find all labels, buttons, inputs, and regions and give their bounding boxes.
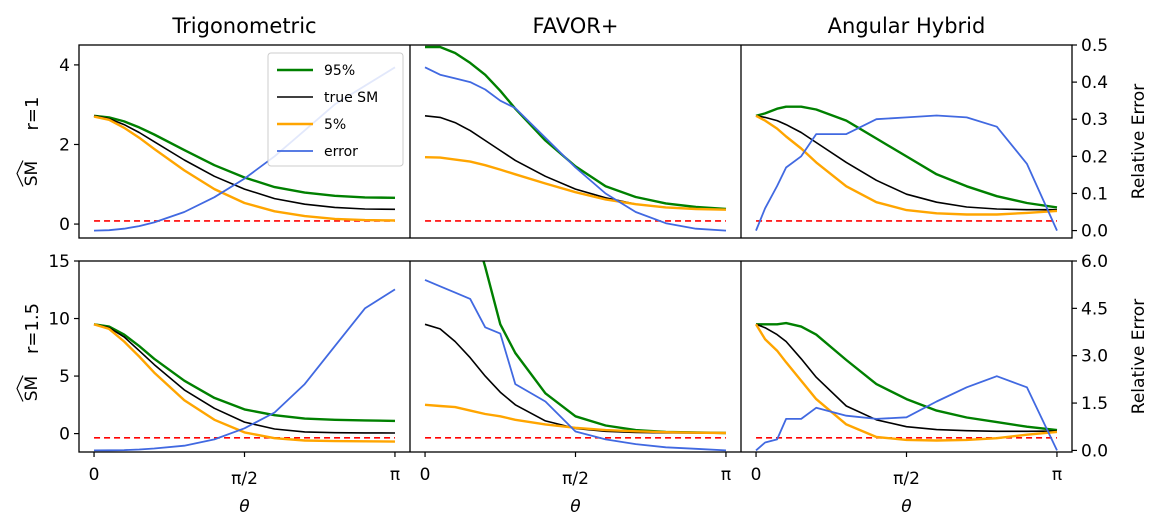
panel-1-2 bbox=[754, 321, 1058, 452]
x-tick-label: 0 bbox=[420, 465, 431, 485]
y-tick-label: 4 bbox=[59, 56, 70, 76]
panel-1-1 bbox=[424, 261, 727, 452]
series-q05-line bbox=[754, 323, 1058, 442]
column-title: Angular Hybrid bbox=[828, 14, 986, 38]
axes-frame bbox=[78, 260, 1073, 453]
err-y-tick-label: 0.3 bbox=[1081, 110, 1108, 130]
series-true-line bbox=[755, 323, 1058, 433]
series-q05-line bbox=[93, 115, 396, 222]
y-axis-label: SM bbox=[22, 161, 42, 186]
legend-label: true SM bbox=[324, 90, 378, 106]
series-q95-line bbox=[425, 45, 727, 211]
series-true-line bbox=[755, 115, 1057, 211]
right-y-axis-label: Relative Error bbox=[1129, 299, 1149, 414]
axes-frame bbox=[78, 44, 1073, 239]
series-q05-line bbox=[424, 403, 727, 435]
x-tick-label: π bbox=[390, 465, 400, 485]
y-axis-label: SM bbox=[22, 376, 42, 401]
labels-layer: Trigonometric FAVOR+ Angular Hybrid 0 2 4 0.0 0… bbox=[16, 14, 1149, 517]
err-y-tick-label: 0.2 bbox=[1081, 147, 1108, 167]
series-q95-line bbox=[482, 261, 727, 435]
legend-box bbox=[267, 52, 404, 167]
err-y-tick-label: 0.1 bbox=[1081, 184, 1108, 204]
series-error-line bbox=[93, 288, 396, 452]
err-y-tick-label: 0.4 bbox=[1081, 73, 1108, 93]
hat-accent bbox=[16, 375, 24, 402]
legend-label: 5% bbox=[324, 117, 346, 133]
series-q05-line bbox=[424, 156, 727, 211]
column-title: FAVOR+ bbox=[533, 14, 619, 38]
series-q05-line bbox=[755, 114, 1058, 216]
x-tick-label: 0 bbox=[89, 465, 100, 485]
y-tick-label: 15 bbox=[48, 252, 70, 272]
x-axis-label: θ bbox=[570, 497, 581, 517]
panel-0-0 bbox=[93, 66, 396, 232]
series-error-line bbox=[424, 66, 727, 232]
x-tick-label: π bbox=[1052, 465, 1062, 485]
column-title: Trigonometric bbox=[171, 14, 316, 38]
right-y-axis-label: Relative Error bbox=[1129, 84, 1149, 199]
y-tick-label: 10 bbox=[48, 310, 70, 330]
panel-0-1 bbox=[424, 45, 727, 232]
err-y-tick-label: 3.0 bbox=[1081, 347, 1108, 367]
err-y-tick-label: 0.0 bbox=[1081, 441, 1108, 461]
series-error-line bbox=[755, 375, 1058, 452]
err-y-tick-label: 6.0 bbox=[1081, 252, 1108, 272]
y-tick-label: 0 bbox=[59, 425, 70, 445]
y-tick-label: 2 bbox=[59, 135, 70, 155]
x-tick-label: π/2 bbox=[231, 469, 258, 489]
series-true-line bbox=[93, 323, 396, 434]
legend-label: 95% bbox=[324, 63, 355, 79]
legend: 95% true SM 5% error bbox=[267, 52, 404, 167]
plot-lines-layer bbox=[93, 45, 1058, 452]
y-tick-label: 5 bbox=[59, 367, 70, 387]
panel-0-2 bbox=[755, 105, 1058, 231]
row-label: r=1.5 bbox=[22, 303, 43, 354]
series-true-line bbox=[93, 115, 396, 211]
err-y-tick-label: 0.5 bbox=[1081, 36, 1108, 56]
series-q95-line bbox=[93, 114, 396, 199]
x-axis-label: θ bbox=[901, 497, 912, 517]
hat-accent bbox=[16, 160, 24, 187]
series-q95-line bbox=[93, 323, 396, 423]
x-tick-label: 0 bbox=[751, 465, 762, 485]
series-q95-line bbox=[755, 105, 1058, 209]
row-label: r=1 bbox=[22, 97, 43, 131]
series-q05-line bbox=[93, 323, 396, 443]
legend-label: error bbox=[324, 144, 358, 160]
x-axis-label: θ bbox=[239, 497, 250, 517]
err-y-tick-label: 4.5 bbox=[1081, 299, 1108, 319]
x-tick-label: π bbox=[721, 465, 731, 485]
x-tick-label: π/2 bbox=[893, 469, 920, 489]
series-error-line bbox=[755, 114, 1058, 231]
series-error-line bbox=[424, 279, 727, 452]
err-y-tick-label: 0.0 bbox=[1081, 222, 1108, 242]
panel-1-0 bbox=[93, 288, 396, 452]
x-tick-label: π/2 bbox=[562, 469, 589, 489]
y-tick-label: 0 bbox=[59, 215, 70, 235]
axes-frames-layer bbox=[74, 44, 1077, 457]
err-y-tick-label: 1.5 bbox=[1081, 394, 1108, 414]
series-q95-line bbox=[756, 321, 1058, 432]
